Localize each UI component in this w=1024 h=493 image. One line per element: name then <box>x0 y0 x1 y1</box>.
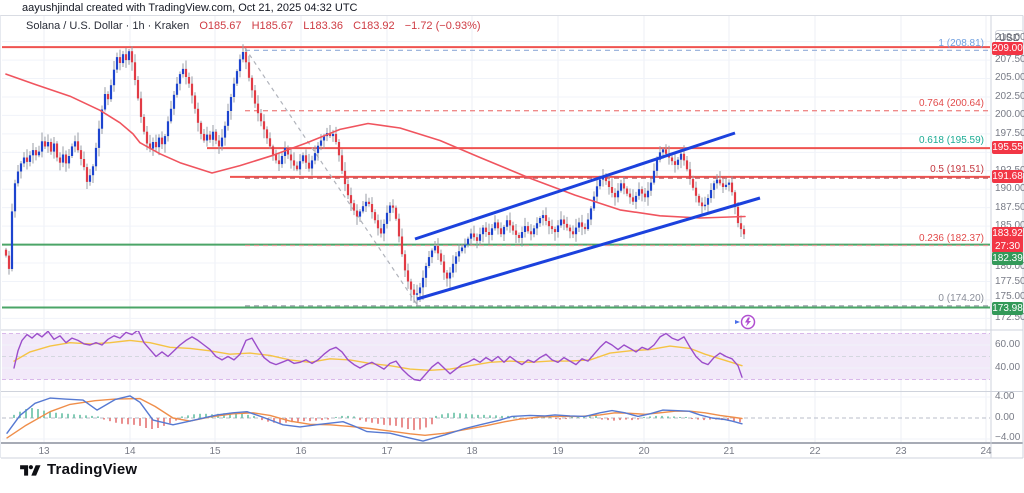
tradingview-logo-text: TradingView <box>47 461 138 478</box>
pane-frame <box>0 15 1024 459</box>
attribution-text: aayushjindal created with TradingView.co… <box>22 2 358 14</box>
ohlc-high: H185.67 <box>251 20 294 32</box>
tradingview-logo-icon <box>20 462 41 478</box>
symbol-legend[interactable]: Solana / U.S. Dollar · 1h · Kraken O185.… <box>26 20 481 32</box>
moving-average-line[interactable] <box>5 73 746 219</box>
attribution-bar: aayushjindal created with TradingView.co… <box>0 0 1024 15</box>
event-marker-icon[interactable] <box>735 314 756 330</box>
ohlc-change: −1.72 (−0.93%) <box>404 20 481 32</box>
ohlc-open: O185.67 <box>199 20 242 32</box>
candles-layer <box>4 44 746 307</box>
macd-layer[interactable] <box>6 395 743 442</box>
tradingview-logo[interactable]: TradingView <box>20 461 137 478</box>
rsi-lines[interactable] <box>13 330 743 382</box>
grid-horizontal <box>2 41 990 319</box>
horizontal-levels[interactable] <box>2 46 990 309</box>
fib-trendline[interactable] <box>244 47 419 307</box>
ohlc-low: L183.36 <box>303 20 343 32</box>
trend-channel[interactable] <box>414 131 761 301</box>
ohlc-close: C183.92 <box>353 20 395 32</box>
symbol-title: Solana / U.S. Dollar · 1h · Kraken <box>26 20 190 32</box>
currency-toggle[interactable]: USD <box>995 30 1024 47</box>
